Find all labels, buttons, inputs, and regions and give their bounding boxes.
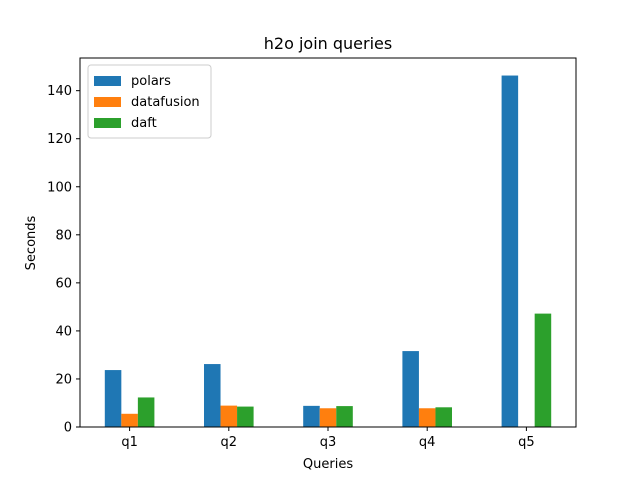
y-tick-label: 20: [55, 372, 72, 387]
legend-swatch-datafusion: [94, 97, 121, 107]
y-tick-label: 120: [47, 132, 72, 147]
x-tick-label: q2: [221, 435, 238, 450]
x-tick-label: q3: [320, 435, 337, 450]
bar-polars-q3: [303, 405, 320, 427]
legend: polars datafusion daft: [87, 64, 212, 139]
legend-label-polars: polars: [131, 74, 171, 89]
bar-series-group: [104, 75, 552, 427]
legend-swatch-polars: [94, 76, 121, 86]
bar-datafusion-q4: [418, 408, 436, 427]
plot-frame: [79, 57, 577, 428]
x-tick-label: q4: [419, 435, 436, 450]
bar-datafusion-q1: [121, 413, 138, 427]
legend-label-daft: daft: [131, 116, 157, 131]
x-tick-label: q5: [518, 435, 535, 450]
y-tick-label: 40: [55, 324, 72, 339]
x-tick-label: q1: [121, 435, 138, 450]
bar-daft-q4: [435, 407, 452, 427]
y-tick-label: 60: [55, 276, 72, 291]
bar-polars-q1: [104, 370, 122, 427]
legend-swatch-daft: [94, 118, 121, 128]
y-tick-label: 100: [47, 180, 72, 195]
x-axis-ticks: q1 q2 q3 q4 q5: [121, 427, 535, 450]
chart-title: h2o join queries: [264, 34, 392, 53]
bar-daft-q5: [534, 313, 552, 427]
legend-label-datafusion: datafusion: [131, 95, 200, 110]
bar-daft-q1: [137, 397, 155, 427]
bar-datafusion-q3: [319, 408, 337, 427]
y-axis-label: Seconds: [24, 215, 39, 270]
bar-daft-q3: [336, 406, 353, 427]
y-tick-label: 140: [47, 84, 72, 99]
bar-polars-q2: [204, 364, 221, 427]
bar-polars-q4: [402, 351, 419, 427]
bar-daft-q2: [237, 406, 254, 427]
y-axis-ticks: 0 20 40 60 80 100 120 140: [47, 84, 80, 436]
x-axis-label: Queries: [303, 457, 353, 472]
y-tick-label: 80: [55, 228, 72, 243]
bar-polars-q5: [501, 75, 519, 427]
y-tick-label: 0: [64, 421, 72, 436]
bar-datafusion-q2: [220, 405, 238, 427]
